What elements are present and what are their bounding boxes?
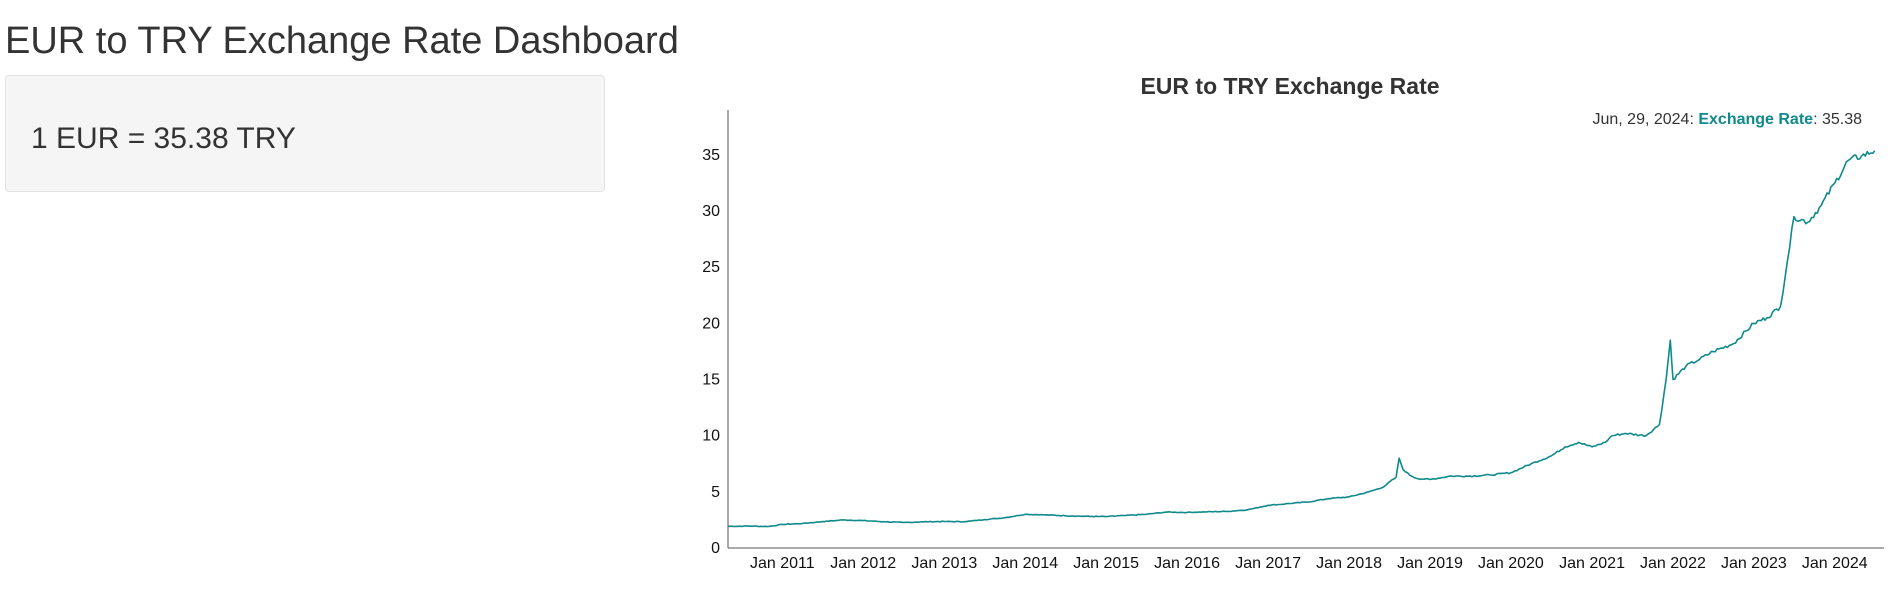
ticks-layer: 0 5 10 15 20 25 30 35 Jan 2011 Jan 2012 Jan 2013 Ja… — [702, 147, 1868, 572]
x-tick-label: Jan 2021 — [1559, 555, 1625, 572]
chart-title: EUR to TRY Exchange Rate — [1140, 73, 1439, 99]
chart-svg[interactable]: EUR to TRY Exchange Rate Jun, 29, 2024: … — [690, 70, 1890, 589]
x-tick-label: Jan 2019 — [1397, 555, 1463, 572]
y-tick-label: 5 — [711, 484, 720, 501]
hover-value: 35.38 — [1822, 111, 1862, 128]
x-tick-label: Jan 2018 — [1316, 555, 1382, 572]
y-tick-label: 10 — [702, 428, 720, 445]
hover-sep-2: : — [1813, 111, 1822, 128]
y-tick-label: 0 — [711, 540, 720, 557]
series-line — [728, 150, 1876, 528]
y-tick-label: 25 — [702, 259, 720, 276]
x-tick-label: Jan 2011 — [750, 555, 815, 572]
x-tick-label: Jan 2013 — [911, 555, 977, 572]
y-tick-label: 15 — [702, 372, 720, 389]
hover-sep-1: : — [1689, 111, 1698, 128]
x-tick-label: Jan 2023 — [1721, 555, 1787, 572]
hover-date: Jun, 29, 2024 — [1592, 111, 1689, 128]
x-tick-label: Jan 2022 — [1640, 555, 1706, 572]
x-tick-label: Jan 2012 — [830, 555, 896, 572]
x-tick-label: Jan 2016 — [1154, 555, 1220, 572]
x-tick-label: Jan 2017 — [1235, 555, 1301, 572]
x-tick-label: Jan 2014 — [992, 555, 1058, 572]
rate-panel: 1 EUR = 35.38 TRY — [5, 75, 605, 192]
exchange-rate-chart[interactable]: EUR to TRY Exchange Rate Jun, 29, 2024: … — [690, 70, 1890, 589]
hover-series-name: Exchange Rate — [1698, 111, 1813, 128]
rate-value-text: 1 EUR = 35.38 TRY — [31, 122, 296, 155]
page-title: EUR to TRY Exchange Rate Dashboard — [5, 20, 679, 62]
y-tick-label: 20 — [702, 315, 720, 332]
y-tick-label: 30 — [702, 203, 720, 220]
series-layer — [728, 150, 1876, 528]
x-tick-label: Jan 2024 — [1802, 555, 1868, 572]
y-tick-label: 35 — [702, 147, 720, 164]
x-tick-label: Jan 2020 — [1478, 555, 1544, 572]
x-tick-label: Jan 2015 — [1073, 555, 1139, 572]
axes-layer — [727, 110, 1884, 549]
hover-readout: Jun, 29, 2024: Exchange Rate: 35.38 — [1592, 111, 1862, 128]
